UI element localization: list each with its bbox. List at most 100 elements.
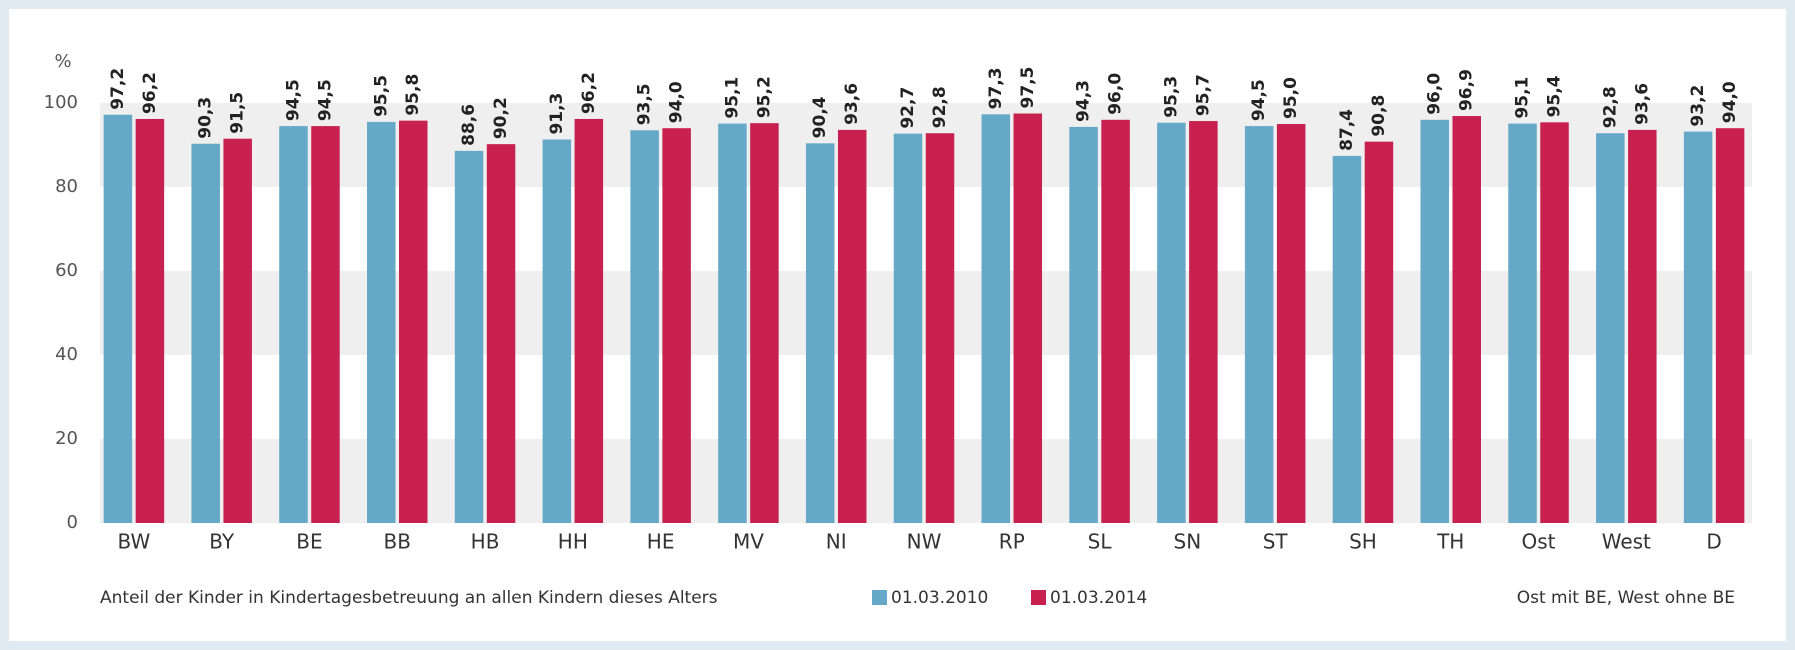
bar [1069, 126, 1098, 523]
bar [1452, 116, 1481, 524]
x-tick-label: BB [384, 530, 411, 554]
y-tick-label: 0 [67, 512, 78, 533]
bar [1332, 155, 1362, 524]
bar [399, 120, 428, 523]
caption: Anteil der Kinder in Kindertagesbetreuun… [100, 588, 718, 608]
value-label: 92,8 [930, 86, 950, 128]
value-label: 96,2 [140, 72, 160, 114]
bar [837, 129, 867, 523]
value-label: 87,4 [1337, 109, 1357, 151]
bar [454, 150, 484, 523]
value-label: 95,0 [1281, 77, 1301, 119]
legend-label: 01.03.2010 [891, 588, 988, 608]
legend-label: 01.03.2014 [1050, 588, 1147, 608]
value-label: 94,0 [1720, 81, 1740, 123]
value-label: 92,8 [1600, 86, 1620, 128]
value-label: 93,2 [1688, 85, 1708, 127]
y-tick-label: 60 [55, 260, 78, 281]
y-tick-label: 100 [44, 92, 78, 113]
value-label: 94,5 [283, 79, 303, 121]
x-tick-label: SL [1088, 530, 1113, 554]
value-label: 95,4 [1545, 75, 1565, 117]
bar [1244, 126, 1274, 523]
bar [1715, 128, 1745, 523]
value-label: 93,5 [635, 83, 655, 125]
bar [1540, 122, 1569, 523]
legend-swatch [1031, 590, 1046, 605]
y-tick-label: 80 [55, 176, 78, 197]
x-tick-label: HB [471, 530, 500, 554]
bar [542, 139, 572, 524]
bar [1683, 131, 1713, 523]
bar [103, 114, 133, 523]
bar [1420, 119, 1449, 524]
bar [367, 121, 396, 524]
value-label: 97,3 [986, 67, 1006, 109]
value-label: 92,7 [898, 87, 918, 129]
bar [1628, 129, 1657, 523]
bar [486, 144, 516, 523]
bar [805, 143, 835, 523]
x-tick-label: MV [733, 530, 764, 554]
bar [925, 133, 955, 524]
x-tick-label: NW [907, 530, 942, 554]
value-label: 90,3 [196, 97, 216, 139]
x-tick-label: Ost [1522, 530, 1556, 554]
value-label: 96,0 [1106, 73, 1126, 115]
bar [981, 114, 1011, 523]
value-label: 96,0 [1425, 73, 1445, 115]
legend-swatch [872, 590, 887, 605]
x-tick-label: HH [558, 530, 588, 554]
x-tick-label: NI [826, 530, 847, 554]
value-label: 96,2 [579, 72, 599, 114]
value-label: 94,3 [1074, 80, 1094, 122]
bar [191, 143, 220, 524]
value-label: 93,6 [842, 83, 862, 125]
value-label: 91,5 [228, 92, 248, 134]
bar [630, 130, 659, 524]
value-label: 90,2 [491, 97, 511, 139]
y-tick-label: 20 [55, 428, 78, 449]
bar [1157, 122, 1186, 524]
value-label: 95,8 [403, 74, 423, 116]
x-tick-label: D [1706, 530, 1721, 554]
value-label: 93,6 [1632, 83, 1652, 125]
value-label: 95,5 [371, 75, 391, 117]
value-label: 94,5 [315, 79, 335, 121]
value-label: 95,1 [1513, 77, 1533, 119]
value-label: 95,3 [1161, 76, 1181, 118]
bar [135, 118, 165, 524]
value-label: 90,8 [1369, 95, 1389, 137]
y-unit: % [54, 51, 71, 72]
bar [1364, 141, 1394, 523]
value-label: 97,5 [1018, 67, 1038, 109]
value-label: 94,5 [1249, 79, 1269, 121]
x-tick-label: SH [1349, 530, 1377, 554]
note: Ost mit BE, West ohne BE [1517, 588, 1735, 608]
bar [893, 133, 923, 523]
bar [750, 123, 779, 523]
value-label: 91,3 [547, 93, 567, 135]
bar [1508, 123, 1537, 523]
value-label: 94,0 [667, 81, 687, 123]
value-label: 95,7 [1193, 74, 1213, 116]
x-tick-label: TH [1436, 530, 1464, 554]
value-label: 95,1 [722, 77, 742, 119]
bar [1101, 119, 1130, 524]
bar [1013, 113, 1043, 523]
x-tick-label: HE [647, 530, 675, 554]
bar [718, 123, 747, 523]
x-tick-label: West [1602, 530, 1651, 554]
value-label: 97,2 [108, 68, 128, 110]
bar [223, 138, 252, 523]
x-tick-label: BW [117, 530, 150, 554]
value-label: 96,9 [1457, 69, 1477, 111]
value-label: 90,4 [810, 96, 830, 138]
x-tick-label: SN [1174, 530, 1202, 554]
bar [1596, 133, 1625, 524]
bar [1189, 121, 1218, 523]
x-tick-label: ST [1263, 530, 1289, 554]
x-tick-label: BE [296, 530, 322, 554]
bar [279, 126, 308, 523]
